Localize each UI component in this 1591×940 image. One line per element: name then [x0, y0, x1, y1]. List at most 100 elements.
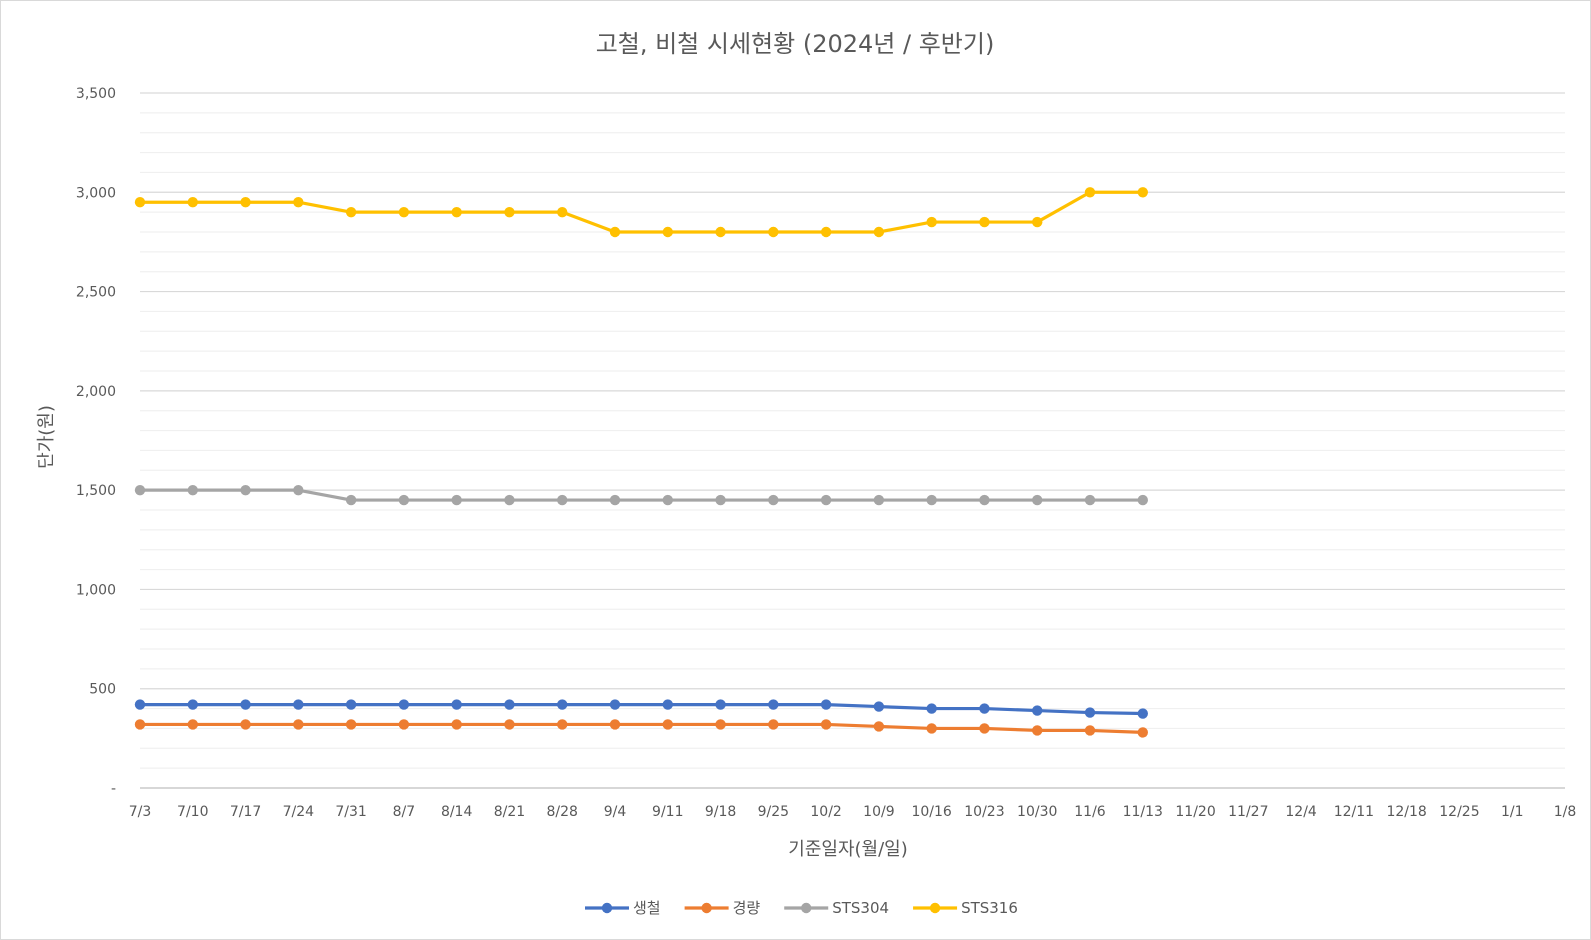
data-point — [768, 494, 779, 506]
x-tick-label: 10/2 — [810, 804, 841, 820]
legend-swatch-marker — [701, 902, 712, 914]
data-point — [504, 206, 515, 218]
data-point — [1137, 727, 1148, 738]
data-point — [345, 206, 357, 218]
data-point — [873, 721, 885, 732]
data-point — [662, 226, 673, 238]
data-point — [715, 226, 726, 238]
data-point — [768, 719, 779, 730]
data-point — [187, 484, 198, 496]
data-point — [873, 226, 885, 238]
data-point — [820, 719, 832, 730]
data-point — [1032, 216, 1043, 228]
data-point — [820, 494, 832, 506]
x-tick-label: 12/25 — [1439, 804, 1479, 820]
data-point — [398, 206, 410, 218]
series-생철 — [134, 699, 1148, 719]
x-tick-label: 9/25 — [758, 804, 789, 820]
y-tick-label: 500 — [89, 682, 116, 698]
x-tick-label: 10/16 — [911, 804, 951, 820]
data-point — [979, 216, 990, 228]
data-point — [926, 216, 937, 228]
data-point — [609, 494, 621, 506]
data-point — [926, 723, 937, 734]
data-point — [1084, 187, 1096, 198]
data-point — [1137, 708, 1148, 719]
data-point — [504, 719, 515, 730]
x-tick-label: 11/13 — [1123, 804, 1163, 820]
y-tick-label: 1,500 — [76, 483, 116, 499]
data-point — [240, 699, 251, 710]
data-point — [398, 494, 410, 506]
x-tick-label: 9/11 — [652, 804, 683, 820]
legend-swatch-marker — [601, 902, 613, 914]
data-point — [187, 197, 198, 208]
data-point — [1084, 707, 1096, 718]
data-point — [820, 699, 832, 710]
y-tick-label: - — [111, 781, 116, 797]
y-tick-label: 2,000 — [76, 384, 116, 400]
x-tick-label: 9/18 — [705, 804, 736, 820]
data-point — [504, 494, 515, 506]
data-point — [557, 494, 568, 506]
data-point — [609, 719, 621, 730]
data-point — [345, 494, 357, 506]
series-group — [134, 187, 1148, 738]
data-point — [293, 197, 304, 208]
data-point — [1032, 494, 1043, 506]
data-point — [662, 719, 673, 730]
data-point — [1084, 494, 1096, 506]
series-STS316 — [134, 187, 1148, 238]
data-point — [134, 699, 146, 710]
legend-item: 생철 — [585, 899, 661, 917]
data-point — [451, 719, 462, 730]
x-tick-label: 10/30 — [1017, 804, 1057, 820]
data-point — [134, 197, 146, 208]
data-point — [609, 699, 621, 710]
y-axis-tick-labels: - 500 1,000 1,500 2,000 2,500 3,000 3,500 — [76, 86, 116, 797]
data-point — [873, 494, 885, 506]
x-tick-label: 7/17 — [230, 804, 261, 820]
data-point — [293, 699, 304, 710]
legend-swatch-marker — [801, 902, 812, 914]
legend-label: 생철 — [633, 899, 661, 917]
data-point — [398, 699, 410, 710]
x-tick-label: 12/11 — [1334, 804, 1374, 820]
data-point — [345, 719, 357, 730]
data-point — [662, 699, 673, 710]
data-point — [715, 494, 726, 506]
data-point — [768, 226, 779, 238]
x-tick-label: 9/4 — [604, 804, 627, 820]
legend-item: 경량 — [684, 899, 760, 917]
x-tick-label: 7/3 — [129, 804, 152, 820]
data-point — [1137, 187, 1148, 198]
data-point — [715, 699, 726, 710]
x-tick-label: 8/14 — [441, 804, 473, 820]
legend: 생철 경량 STS304 STS316 — [585, 899, 1018, 917]
legend-item: STS316 — [913, 899, 1018, 917]
data-point — [1032, 705, 1043, 716]
data-point — [979, 703, 990, 714]
data-point — [1084, 725, 1096, 736]
data-point — [240, 484, 251, 496]
x-axis-tick-labels: 7/3 7/10 7/17 7/24 7/31 8/7 8/14 8/21 8/28 9/4 9/1… — [129, 804, 1577, 820]
x-tick-label: 10/9 — [863, 804, 894, 820]
data-point — [134, 719, 146, 730]
series-line — [138, 488, 1145, 502]
x-tick-label: 1/1 — [1501, 804, 1524, 820]
legend-item: STS304 — [784, 899, 889, 917]
data-point — [1137, 494, 1148, 506]
x-tick-label: 7/31 — [335, 804, 366, 820]
x-tick-label: 7/24 — [283, 804, 315, 820]
data-point — [557, 719, 568, 730]
x-tick-label: 12/4 — [1285, 804, 1317, 820]
y-axis-title: 단가(원) — [36, 405, 57, 469]
series-line — [138, 190, 1145, 234]
data-point — [979, 494, 990, 506]
y-tick-label: 2,500 — [76, 285, 116, 301]
y-tick-label: 1,000 — [76, 582, 116, 598]
data-point — [240, 197, 251, 208]
data-point — [451, 206, 462, 218]
x-tick-label: 11/20 — [1175, 804, 1215, 820]
